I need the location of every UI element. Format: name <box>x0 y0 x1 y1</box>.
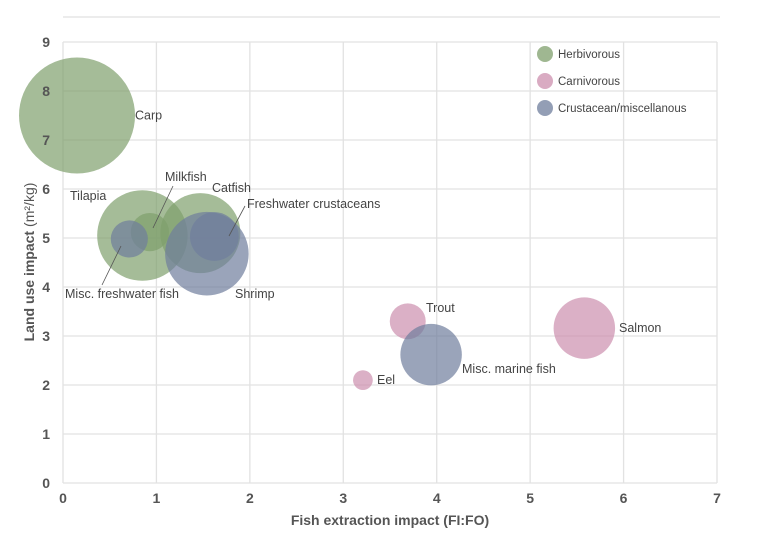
bubbles <box>19 57 616 390</box>
y-tick-label: 5 <box>42 230 50 246</box>
bubble-label: Shrimp <box>235 287 275 301</box>
bubble-label: Misc. freshwater fish <box>65 287 179 301</box>
bubble-labels: Carp Tilapia Catfish Shrimp Milkfish Misc. fr… <box>65 109 661 388</box>
bubble-label: Milkfish <box>165 170 207 184</box>
bubble-label: Freshwater crustaceans <box>247 197 380 211</box>
bubble-salmon <box>553 297 616 359</box>
x-tick-label: 3 <box>339 490 347 506</box>
bubble-carp <box>19 57 136 174</box>
y-axis-label-unit: (m²/kg) <box>21 183 37 227</box>
y-tick-label: 0 <box>42 475 50 491</box>
bubble-label: Carp <box>135 109 162 123</box>
legend-swatch <box>537 100 553 116</box>
y-tick-label: 2 <box>42 377 50 393</box>
bubble-label: Catfish <box>212 181 251 195</box>
x-tick-label: 2 <box>246 490 254 506</box>
bubble-misc-marine-fish <box>400 323 462 386</box>
x-tick-label: 7 <box>713 490 721 506</box>
legend-label: Herbivorous <box>558 49 620 61</box>
y-tick-label: 7 <box>42 132 50 148</box>
y-tick-label: 3 <box>42 328 50 344</box>
x-tick-label: 4 <box>433 490 441 506</box>
bubble-label: Trout <box>426 301 455 315</box>
x-tick-label: 1 <box>153 490 161 506</box>
bubble-eel <box>353 370 373 390</box>
legend: Herbivorous Carnivorous Crustacean/miscell… <box>537 46 687 116</box>
x-tick-label: 6 <box>620 490 628 506</box>
y-tick-label: 8 <box>42 83 50 99</box>
x-tick-label: 5 <box>526 490 534 506</box>
y-axis-label-main: Land use impact <box>21 231 37 342</box>
legend-swatch <box>537 46 553 62</box>
x-axis-label: Fish extraction impact (FI:FO) <box>291 512 489 528</box>
y-tick-label: 1 <box>42 426 50 442</box>
bubble-misc-freshwater-fish <box>110 220 148 258</box>
bubble-label: Misc. marine fish <box>462 362 556 376</box>
bubble-label: Tilapia <box>70 189 106 203</box>
legend-label: Crustacean/miscellanous <box>558 103 687 115</box>
leader-line <box>101 245 122 286</box>
bubble-label: Eel <box>377 373 395 387</box>
legend-swatch <box>537 73 553 89</box>
legend-label: Carnivorous <box>558 76 620 88</box>
bubble-freshwater-crustaceans <box>189 212 239 261</box>
leader-line <box>228 205 246 237</box>
bubble-label: Salmon <box>619 321 661 335</box>
tick-labels: 0 1 2 3 4 5 6 7 0 1 2 3 4 5 6 7 8 9 <box>42 34 721 506</box>
y-tick-label: 6 <box>42 181 50 197</box>
y-axis-label: Land use impact (m²/kg) <box>21 183 37 342</box>
x-tick-label: 0 <box>59 490 67 506</box>
y-tick-label: 9 <box>42 34 50 50</box>
y-tick-label: 4 <box>42 279 50 295</box>
leader-line <box>152 185 174 229</box>
